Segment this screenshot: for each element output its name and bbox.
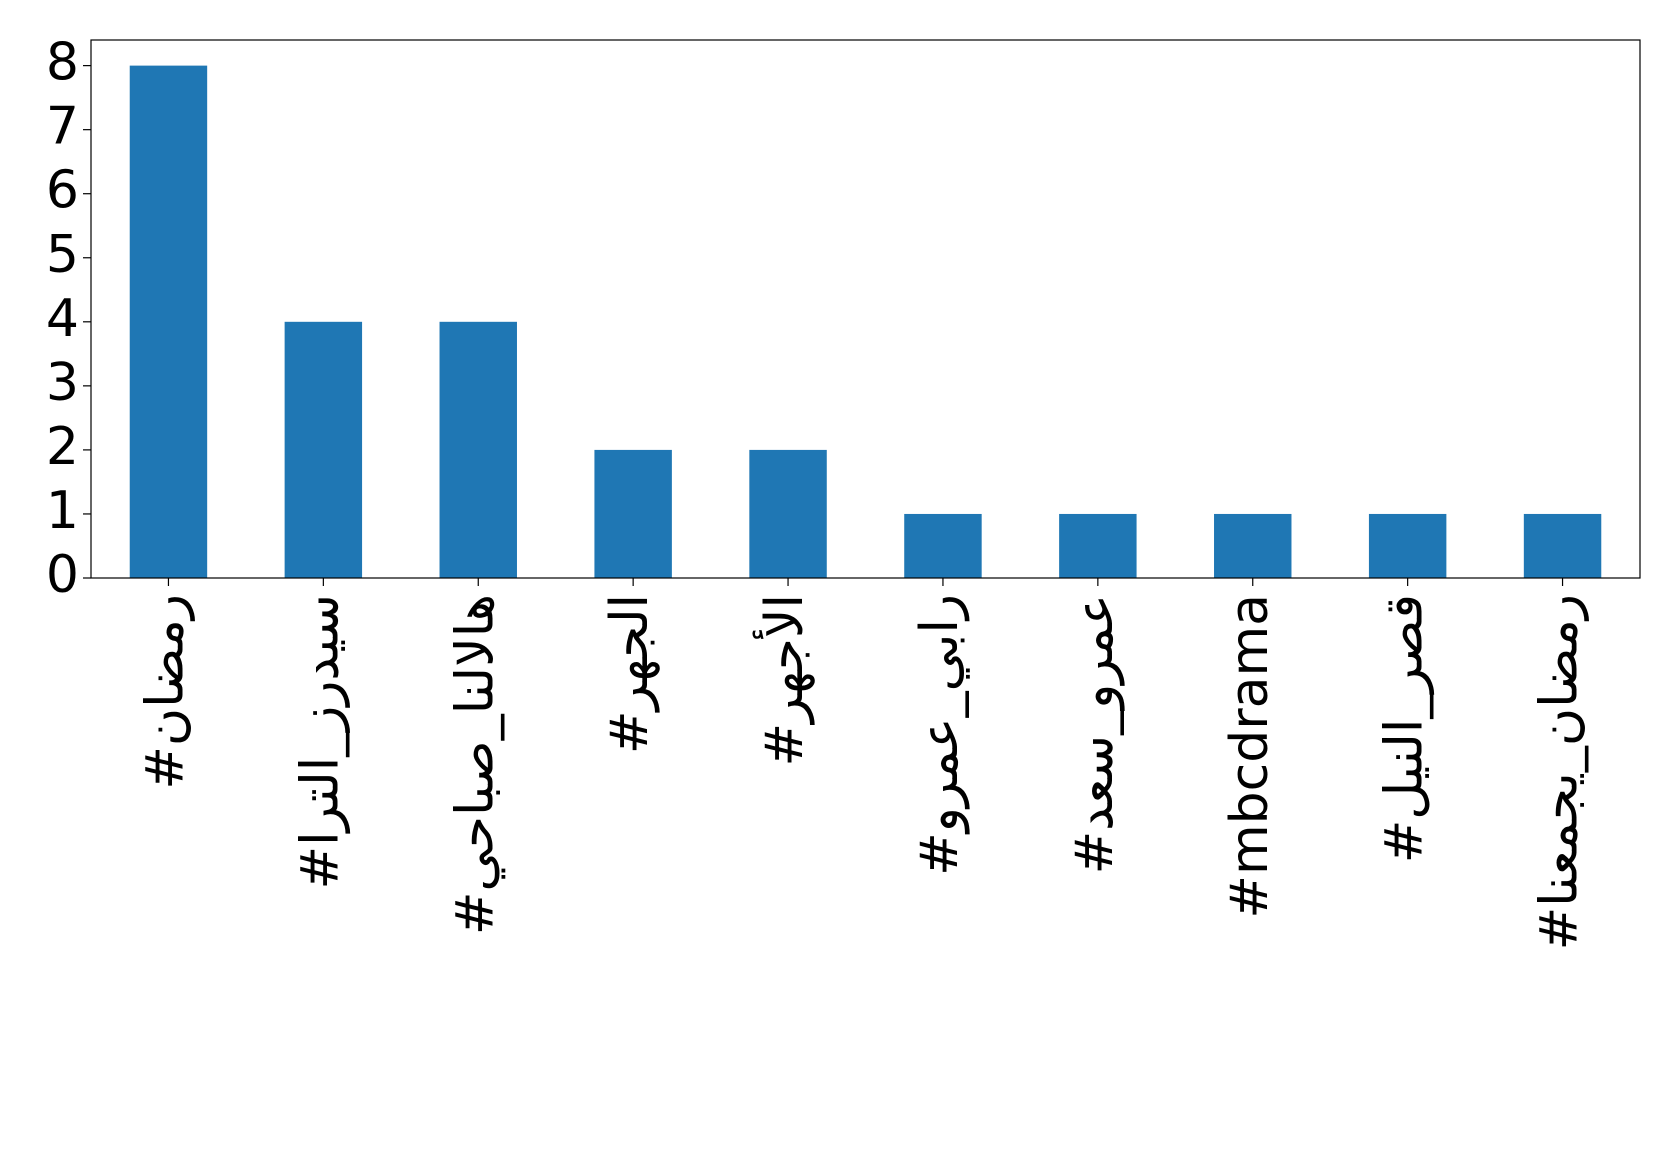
x-tick-label: #رمضان_يجمعنا: [1530, 594, 1590, 950]
bar: [749, 449, 827, 578]
bar: [1523, 513, 1602, 578]
bar: [1214, 513, 1292, 578]
y-tick-label: 2: [46, 417, 79, 477]
x-tick-label: #قصر_النيل: [1375, 594, 1435, 863]
bar: [1368, 513, 1447, 578]
x-tick-label: #هالالنا_صباحي: [445, 594, 505, 935]
y-tick-label: 3: [46, 353, 79, 413]
bar: [284, 321, 363, 578]
x-tick-label: #سيدرز_الترا: [290, 594, 350, 889]
x-tick-label: #mbcdrama: [1220, 594, 1280, 919]
x-tick-label: #عمرو_سعد: [1065, 594, 1125, 874]
y-tick-label: 7: [46, 97, 79, 157]
x-tick-label: #الأجهر: [752, 594, 815, 767]
y-tick-label: 1: [46, 481, 79, 541]
bar: [594, 449, 672, 578]
x-tick-label: #رابي_عمرو: [910, 594, 970, 876]
bar: [904, 513, 982, 578]
y-tick-label: 4: [46, 289, 79, 349]
y-tick-label: 8: [46, 33, 79, 93]
bar: [1059, 513, 1137, 578]
bar: [439, 321, 517, 578]
y-tick-label: 6: [46, 161, 79, 221]
plot-frame: [90, 39, 1641, 579]
y-tick-label: 0: [46, 545, 79, 605]
x-tick-label: #رمضان: [135, 594, 195, 790]
bar: [129, 65, 208, 579]
y-tick-label: 5: [46, 225, 79, 285]
x-tick-label: #الجهر: [600, 594, 660, 754]
